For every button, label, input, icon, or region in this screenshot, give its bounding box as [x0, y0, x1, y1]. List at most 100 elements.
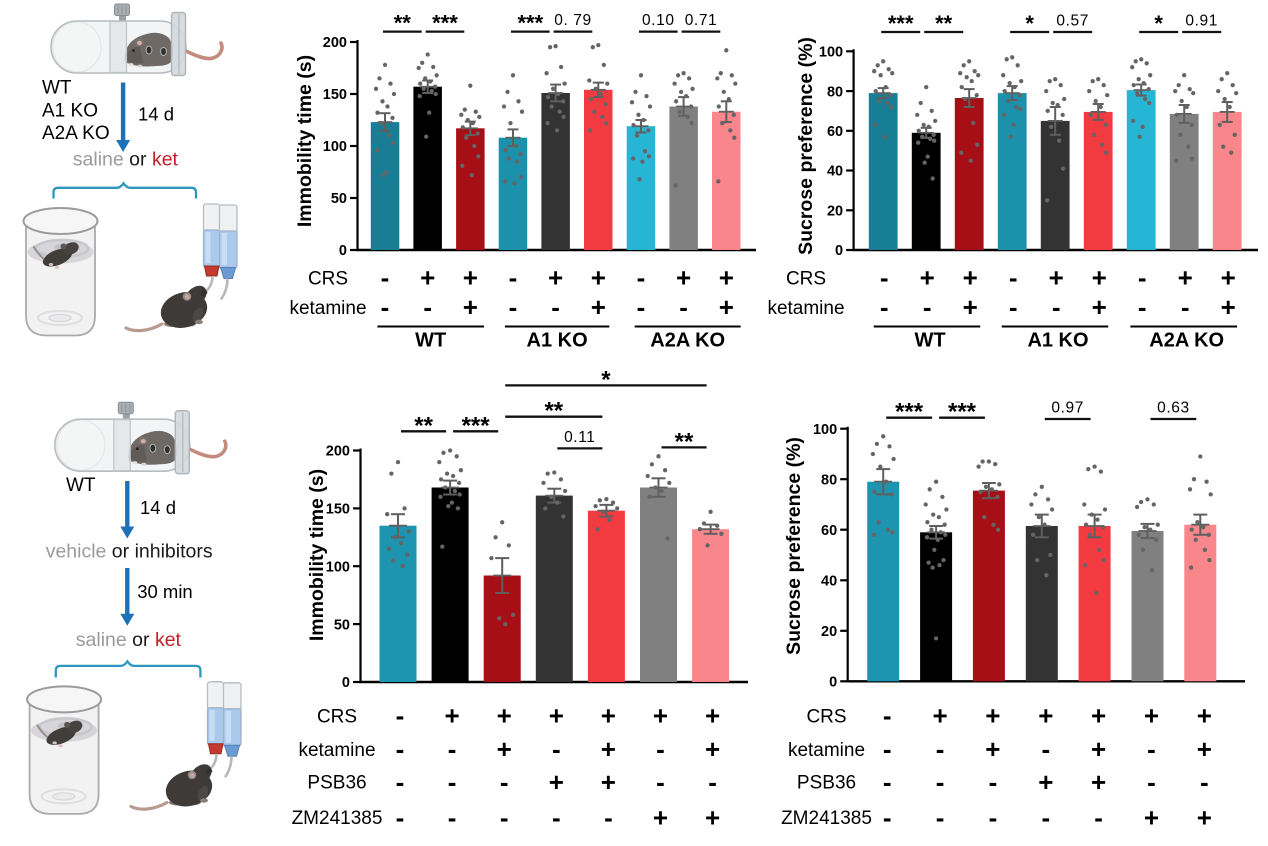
svg-text:***: *** — [895, 399, 924, 426]
svg-text:200: 200 — [326, 444, 350, 460]
svg-text:A1 KO: A1 KO — [1027, 330, 1088, 352]
svg-text:+: + — [933, 701, 948, 731]
svg-text:0. 79: 0. 79 — [554, 12, 591, 29]
svg-text:-: - — [551, 292, 560, 322]
svg-text:+: + — [719, 263, 734, 293]
svg-text:+: + — [601, 734, 616, 764]
svg-text:WT: WT — [415, 330, 446, 352]
svg-text:-: - — [656, 767, 665, 797]
svg-text:***: *** — [517, 11, 543, 36]
svg-text:**: ** — [394, 11, 412, 36]
svg-text:-: - — [509, 292, 518, 322]
svg-text:-: - — [1200, 767, 1209, 797]
svg-text:0.57: 0.57 — [1056, 13, 1089, 30]
svg-text:-: - — [1147, 767, 1156, 797]
svg-text:ketamine: ketamine — [767, 298, 844, 319]
svg-text:+: + — [591, 263, 606, 293]
svg-text:+: + — [1197, 734, 1212, 764]
svg-text:+: + — [591, 292, 606, 322]
svg-text:+: + — [1197, 802, 1212, 832]
svg-text:Sucrose preference (%): Sucrose preference (%) — [783, 437, 805, 655]
svg-text:Immobility time (s): Immobility time (s) — [294, 55, 316, 227]
svg-text:ketamine: ketamine — [788, 740, 865, 761]
svg-text:+: + — [1144, 802, 1159, 832]
svg-text:60: 60 — [821, 523, 837, 539]
svg-text:+: + — [445, 701, 460, 731]
svg-text:50: 50 — [331, 191, 347, 207]
svg-text:CRS: CRS — [317, 706, 357, 727]
svg-text:-: - — [552, 802, 561, 832]
svg-text:-: - — [1041, 802, 1050, 832]
svg-text:**: ** — [935, 11, 953, 36]
svg-text:40: 40 — [827, 164, 843, 180]
svg-text:saline or ket: saline or ket — [76, 629, 182, 651]
svg-text:+: + — [548, 263, 563, 293]
svg-text:0.91: 0.91 — [1185, 13, 1218, 30]
svg-text:-: - — [396, 701, 405, 731]
svg-text:100: 100 — [813, 422, 837, 438]
svg-text:-: - — [509, 263, 518, 293]
svg-text:+: + — [1091, 767, 1106, 797]
svg-text:-: - — [637, 292, 646, 322]
svg-text:200: 200 — [323, 35, 347, 51]
svg-text:100: 100 — [323, 139, 347, 155]
svg-text:+: + — [1038, 701, 1053, 731]
svg-text:ZM241385: ZM241385 — [292, 808, 383, 829]
svg-text:-: - — [656, 734, 665, 764]
svg-text:-: - — [381, 292, 390, 322]
svg-text:+: + — [1178, 263, 1193, 293]
svg-text:Sucrose preference (%): Sucrose preference (%) — [795, 37, 817, 255]
svg-text:*: * — [1154, 11, 1163, 36]
svg-text:0.71: 0.71 — [685, 12, 718, 29]
svg-text:+: + — [985, 701, 1000, 731]
svg-text:-: - — [396, 767, 405, 797]
svg-text:-: - — [396, 802, 405, 832]
svg-text:-: - — [500, 802, 509, 832]
svg-text:*: * — [1025, 11, 1034, 36]
svg-text:-: - — [1009, 263, 1018, 293]
svg-text:ketamine: ketamine — [289, 298, 366, 319]
svg-text:0.10: 0.10 — [642, 12, 675, 29]
svg-text:-: - — [1009, 292, 1018, 322]
svg-text:+: + — [719, 292, 734, 322]
svg-text:PSB36: PSB36 — [307, 773, 366, 794]
svg-text:+: + — [1049, 263, 1064, 293]
svg-text:-: - — [883, 734, 892, 764]
svg-text:-: - — [381, 263, 390, 293]
svg-text:+: + — [601, 767, 616, 797]
svg-text:+: + — [705, 701, 720, 731]
svg-text:+: + — [1092, 292, 1107, 322]
svg-text:-: - — [500, 767, 509, 797]
svg-text:ketamine: ketamine — [298, 740, 375, 761]
svg-text:+: + — [463, 292, 478, 322]
svg-text:-: - — [448, 802, 457, 832]
svg-text:+: + — [549, 701, 564, 731]
svg-text:+: + — [1221, 292, 1236, 322]
svg-text:-: - — [936, 767, 945, 797]
svg-text:CRS: CRS — [806, 706, 846, 727]
svg-text:+: + — [497, 734, 512, 764]
svg-text:-: - — [1138, 263, 1147, 293]
svg-text:40: 40 — [821, 574, 837, 590]
svg-text:+: + — [549, 767, 564, 797]
svg-text:vehicle or inhibitors: vehicle or inhibitors — [46, 541, 213, 563]
svg-text:-: - — [989, 802, 998, 832]
svg-text:0.63: 0.63 — [1157, 400, 1190, 417]
svg-text:-: - — [708, 767, 717, 797]
svg-text:CRS: CRS — [308, 268, 348, 289]
svg-text:-: - — [989, 767, 998, 797]
svg-text:20: 20 — [821, 624, 837, 640]
svg-text:-: - — [552, 734, 561, 764]
svg-text:***: *** — [948, 399, 977, 426]
svg-text:+: + — [653, 701, 668, 731]
svg-text:+: + — [1144, 701, 1159, 731]
svg-text:50: 50 — [334, 617, 350, 633]
svg-text:14 d: 14 d — [138, 104, 174, 125]
svg-text:*: * — [601, 366, 611, 393]
svg-text:**: ** — [414, 412, 433, 439]
svg-text:-: - — [880, 292, 889, 322]
svg-text:+: + — [705, 802, 720, 832]
svg-text:Immobility time (s): Immobility time (s) — [306, 469, 328, 641]
svg-text:+: + — [1038, 767, 1053, 797]
svg-text:30 min: 30 min — [137, 581, 193, 602]
